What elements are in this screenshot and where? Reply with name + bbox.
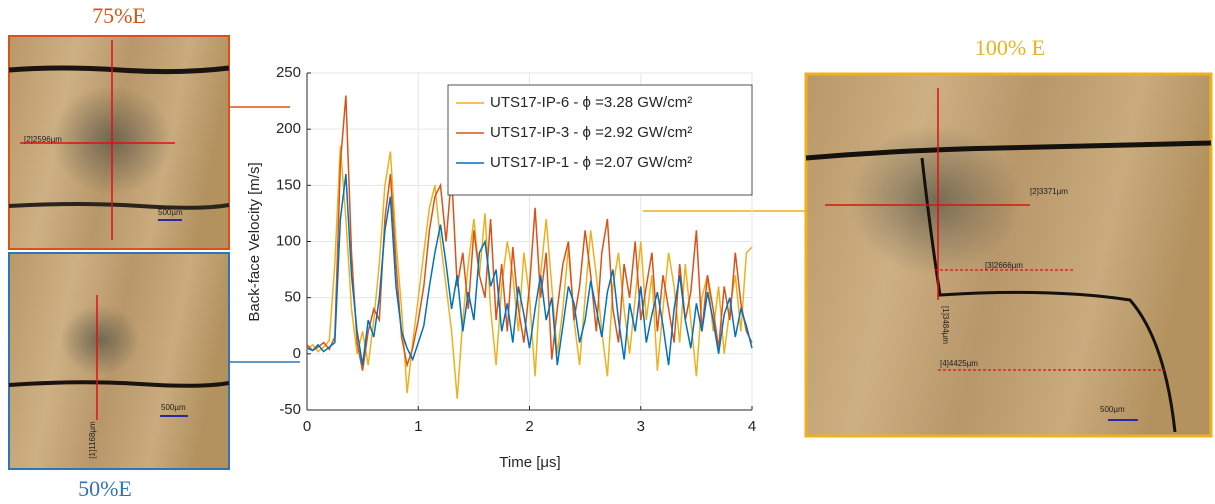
y-tick-label: 250 <box>276 64 301 81</box>
image-label: 50%E <box>78 476 132 501</box>
scale-bar-label: 500µm <box>161 403 186 412</box>
annotation: [1]1168µm <box>88 421 97 459</box>
legend-label: UTS17-IP-1 - ϕ =2.07 GW/cm² <box>490 154 692 171</box>
y-tick-label: 150 <box>276 176 301 193</box>
y-tick-label: 100 <box>276 232 301 249</box>
annotation: [1]3484µm <box>941 306 950 344</box>
image-50: [1]1168µm 500µm <box>8 252 230 470</box>
x-tick-label: 0 <box>303 418 311 435</box>
x-tick-label: 4 <box>748 418 756 435</box>
legend-label: UTS17-IP-6 - ϕ =3.28 GW/cm² <box>490 94 692 111</box>
scale-bar-label: 500µm <box>158 208 183 217</box>
annotation: [2]3371µm <box>1030 187 1068 196</box>
image-label: 100% E <box>975 35 1045 60</box>
y-tick-label: 200 <box>276 120 301 137</box>
x-axis-label: Time [μs] <box>499 454 560 471</box>
series-line <box>306 145 753 399</box>
y-tick-label: 50 <box>284 289 301 306</box>
series-line <box>306 174 753 366</box>
y-tick-label: -50 <box>279 401 301 418</box>
x-tick-label: 3 <box>637 418 645 435</box>
annotation: [3]2666µm <box>985 261 1023 270</box>
x-tick-label: 2 <box>525 418 533 435</box>
image-label: 75%E <box>92 3 146 28</box>
y-tick-label: 0 <box>293 345 301 362</box>
legend-label: UTS17-IP-3 - ϕ =2.92 GW/cm² <box>490 124 692 141</box>
annotation: [2]2596µm <box>24 135 62 144</box>
y-axis-label: Back-face Velocity [m/s] <box>246 162 263 321</box>
image-100: [2]3371µm [3]2666µm [1]3484µm [4]4425µm … <box>804 72 1213 438</box>
scale-bar-label: 500µm <box>1100 405 1125 414</box>
x-tick-label: 1 <box>414 418 422 435</box>
annotation: [4]4425µm <box>940 359 978 368</box>
image-75: [2]2596µm 500µm <box>8 35 230 250</box>
legend-box <box>447 84 753 196</box>
